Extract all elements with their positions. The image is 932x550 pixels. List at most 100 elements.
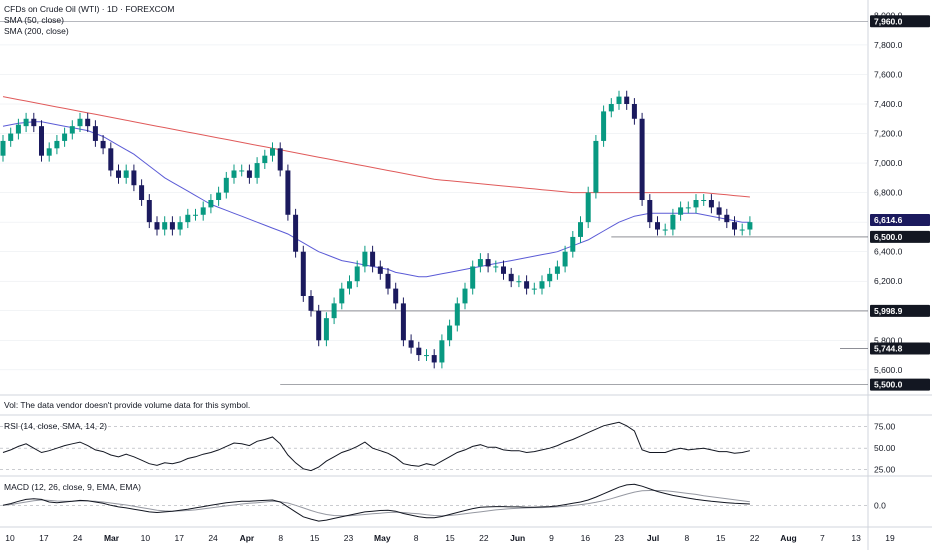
candle-body: [139, 185, 145, 200]
candle-body: [69, 126, 75, 134]
time-axis-label: 16: [581, 533, 591, 543]
sma50-legend[interactable]: SMA (50, close): [4, 15, 64, 25]
candle-body: [462, 288, 468, 304]
candle-body: [39, 126, 44, 156]
candle-body: [447, 325, 453, 341]
macd-legend[interactable]: MACD (12, 26, close, 9, EMA, EMA): [4, 482, 141, 492]
price-tick-label: 5,800.0: [874, 335, 903, 345]
time-axis-label: 17: [174, 533, 184, 543]
time-axis-label: 8: [414, 533, 419, 543]
candle-body: [231, 170, 237, 178]
candle-body: [216, 192, 222, 200]
rsi-line: [2, 421, 751, 472]
candle-body: [46, 148, 52, 156]
candle-body: [108, 148, 114, 171]
sma200-legend[interactable]: SMA (200, close): [4, 26, 69, 36]
time-axis-label: 24: [208, 533, 218, 543]
candle-body: [485, 259, 491, 267]
candle-body: [31, 118, 37, 127]
time-axis-label: 10: [5, 533, 15, 543]
time-axis-label: Jun: [510, 533, 525, 543]
rsi-legend[interactable]: RSI (14, close, SMA, 14, 2): [4, 421, 107, 431]
candle-body: [647, 200, 653, 223]
rsi-tick-label: 75.00: [874, 422, 896, 432]
price-tag: [870, 342, 930, 355]
candle-body: [547, 273, 553, 282]
price-tick-label: 6,800.0: [874, 188, 903, 198]
candle-body: [77, 118, 83, 127]
time-axis-label: 17: [39, 533, 49, 543]
candle-body: [493, 266, 499, 268]
candle-body: [208, 200, 214, 208]
candle-body: [285, 170, 291, 215]
time-axis-label: 23: [614, 533, 624, 543]
candle-body: [23, 118, 29, 127]
time-axis-label: 24: [73, 533, 83, 543]
candle-body: [601, 111, 607, 141]
candle-body: [254, 163, 260, 178]
candle-body: [454, 303, 460, 326]
price-tick-label: 7,800.0: [874, 40, 903, 50]
candle-body: [739, 229, 745, 231]
candle-body: [246, 170, 252, 178]
candle-body: [370, 251, 376, 267]
price-tag-label: 6,614.6: [874, 215, 903, 225]
candle-body: [516, 281, 522, 283]
candle-body: [100, 140, 106, 149]
candle-body: [724, 214, 730, 223]
time-axis-label: 7: [820, 533, 825, 543]
candle-body: [185, 214, 191, 223]
candle-body: [470, 266, 476, 289]
candle-body: [85, 118, 91, 127]
price-tick-label: 7,200.0: [874, 129, 903, 139]
time-axis-label: 15: [445, 533, 455, 543]
price-tag-label: 7,960.0: [874, 16, 903, 26]
price-tick-label: 7,000.0: [874, 158, 903, 168]
time-axis-label: 15: [716, 533, 726, 543]
time-axis-label: 8: [278, 533, 283, 543]
candle-body: [631, 104, 637, 119]
candle-body: [377, 266, 383, 274]
price-tag: [870, 15, 930, 28]
time-axis-label: 10: [141, 533, 151, 543]
time-axis-label: Mar: [104, 533, 120, 543]
price-tag-label: 5,500.0: [874, 380, 903, 390]
price-tag-label: 5,998.9: [874, 306, 903, 316]
candle-body: [200, 207, 206, 215]
candle-body: [562, 251, 568, 267]
candle-body: [339, 288, 345, 304]
price-tag: [870, 230, 930, 243]
price-tick-label: 7,400.0: [874, 99, 903, 109]
candle-body: [15, 124, 21, 134]
candle-body: [347, 281, 352, 289]
candle-body: [123, 170, 129, 178]
candle-body: [593, 140, 599, 193]
candle-body: [624, 96, 630, 104]
candle-body: [154, 222, 160, 230]
candle-body: [0, 140, 6, 156]
candle-body: [531, 288, 537, 290]
candle-body: [62, 133, 68, 141]
candle-body: [524, 281, 530, 289]
candle-body: [8, 133, 14, 141]
price-tick-label: 5,600.0: [874, 365, 903, 375]
candle-body: [354, 266, 360, 282]
candle-body: [239, 170, 245, 172]
candle-body: [685, 207, 691, 209]
candle-body: [678, 207, 684, 215]
time-axis-label: 22: [750, 533, 760, 543]
candle-body: [408, 340, 414, 348]
candle-body: [331, 303, 337, 319]
time-axis-label: Jul: [647, 533, 659, 543]
macd-line: [2, 483, 750, 522]
price-tick-label: 7,600.0: [874, 69, 903, 79]
candle-body: [277, 148, 283, 171]
price-tag-label: 6,500.0: [874, 232, 903, 242]
time-axis-label: Apr: [240, 533, 255, 543]
candle-body: [393, 288, 399, 304]
time-axis-label: 8: [685, 533, 690, 543]
time-axis-label: May: [374, 533, 391, 543]
candle-body: [608, 104, 614, 112]
price-tick-label: 6,200.0: [874, 276, 903, 286]
candle-body: [578, 222, 583, 237]
